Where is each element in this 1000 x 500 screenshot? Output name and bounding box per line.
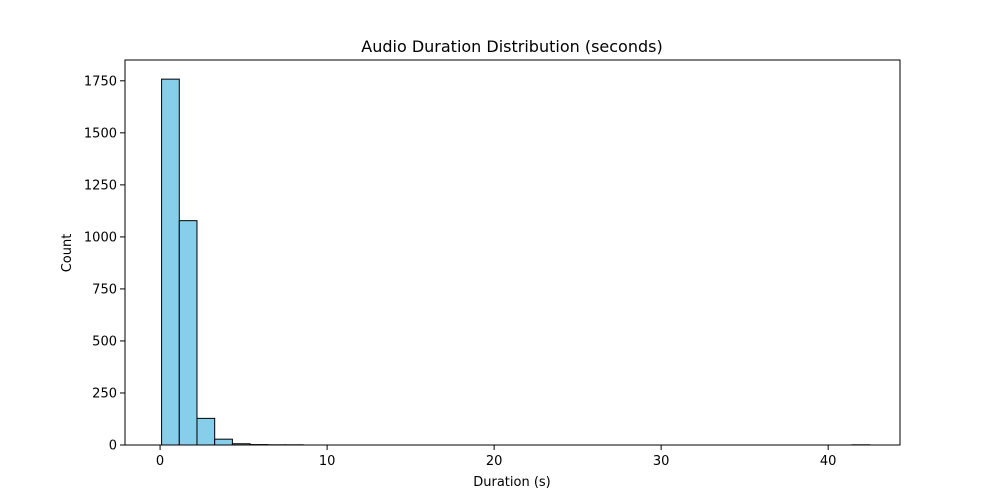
y-tick-label: 1250 <box>84 178 117 193</box>
x-axis-label: Duration (s) <box>473 475 551 490</box>
x-tick-label: 40 <box>820 454 837 469</box>
y-tick-label: 250 <box>92 386 117 401</box>
y-tick-label: 500 <box>92 334 117 349</box>
y-tick-label: 1750 <box>84 74 117 89</box>
x-tick-label: 0 <box>156 454 164 469</box>
y-tick-label: 0 <box>109 439 117 454</box>
x-tick-label: 20 <box>486 454 503 469</box>
histogram-bar <box>196 417 216 446</box>
y-tick-label: 750 <box>92 282 117 297</box>
x-axis-ticks: 0 10 20 30 40 <box>156 445 837 469</box>
histogram-bar <box>178 220 198 446</box>
plot-frame <box>124 59 901 446</box>
y-tick-label: 1000 <box>84 230 117 245</box>
histogram-bar <box>214 438 233 446</box>
y-axis-ticks: 0 250 500 750 1000 1250 1500 1750 <box>84 74 125 454</box>
y-axis-label: Count <box>60 234 75 273</box>
histogram-bars <box>161 78 871 446</box>
y-tick-label: 1500 <box>84 126 117 141</box>
histogram-bar <box>161 78 180 446</box>
chart-title: Audio Duration Distribution (seconds) <box>361 37 662 56</box>
x-tick-label: 10 <box>319 454 336 469</box>
x-tick-label: 30 <box>653 454 670 469</box>
